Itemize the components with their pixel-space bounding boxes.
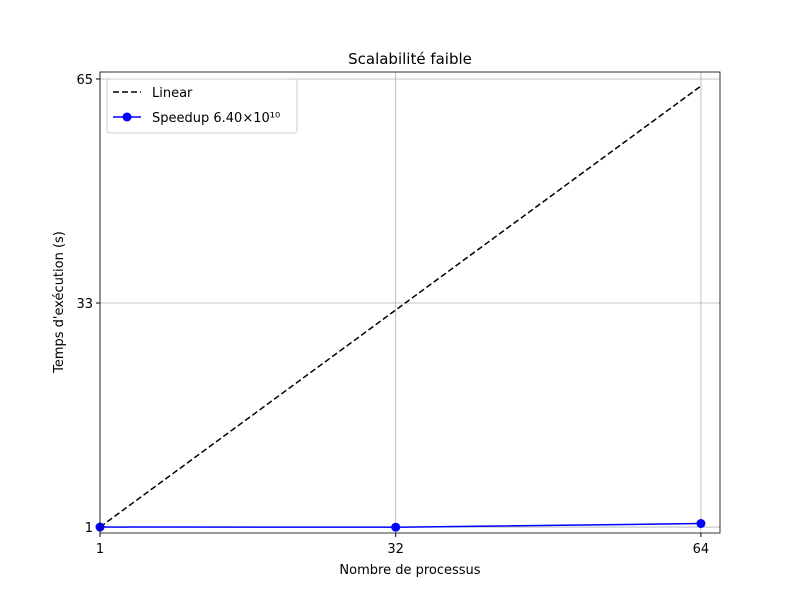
legend-box <box>106 78 298 134</box>
data-point <box>391 522 401 532</box>
data-point <box>696 519 706 529</box>
x-axis-label: Nombre de processus <box>339 563 480 578</box>
legend-label: Linear <box>152 86 193 101</box>
x-tick-label: 64 <box>693 542 710 557</box>
legend-marker <box>122 112 132 122</box>
x-tick-label: 32 <box>387 542 404 557</box>
y-tick-label: 1 <box>85 521 93 536</box>
plot-frame <box>99 71 721 534</box>
chart-title: Scalabilité faible <box>348 50 472 68</box>
y-tick-label: 65 <box>76 73 93 88</box>
series-line <box>99 85 702 528</box>
y-axis-label: Temps d'exécution (s) <box>52 231 67 374</box>
y-tick-label: 33 <box>76 297 93 312</box>
x-tick-label: 1 <box>96 542 104 557</box>
legend-label: Speedup 6.40×10¹⁰ <box>152 111 280 126</box>
